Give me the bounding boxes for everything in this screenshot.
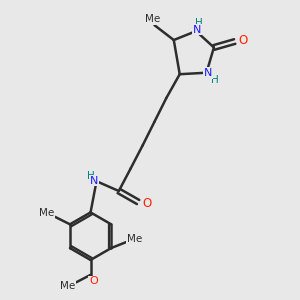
Text: H: H (87, 171, 95, 181)
Text: N: N (193, 25, 201, 34)
Text: Me: Me (60, 281, 76, 291)
Text: O: O (142, 197, 152, 210)
Text: O: O (238, 34, 248, 46)
Text: Me: Me (39, 208, 54, 218)
Text: H: H (195, 18, 203, 28)
Text: N: N (90, 176, 98, 186)
Text: Me: Me (127, 234, 142, 244)
Text: H: H (211, 75, 219, 85)
Text: O: O (89, 276, 98, 286)
Text: N: N (204, 68, 212, 78)
Text: Me: Me (145, 14, 160, 24)
